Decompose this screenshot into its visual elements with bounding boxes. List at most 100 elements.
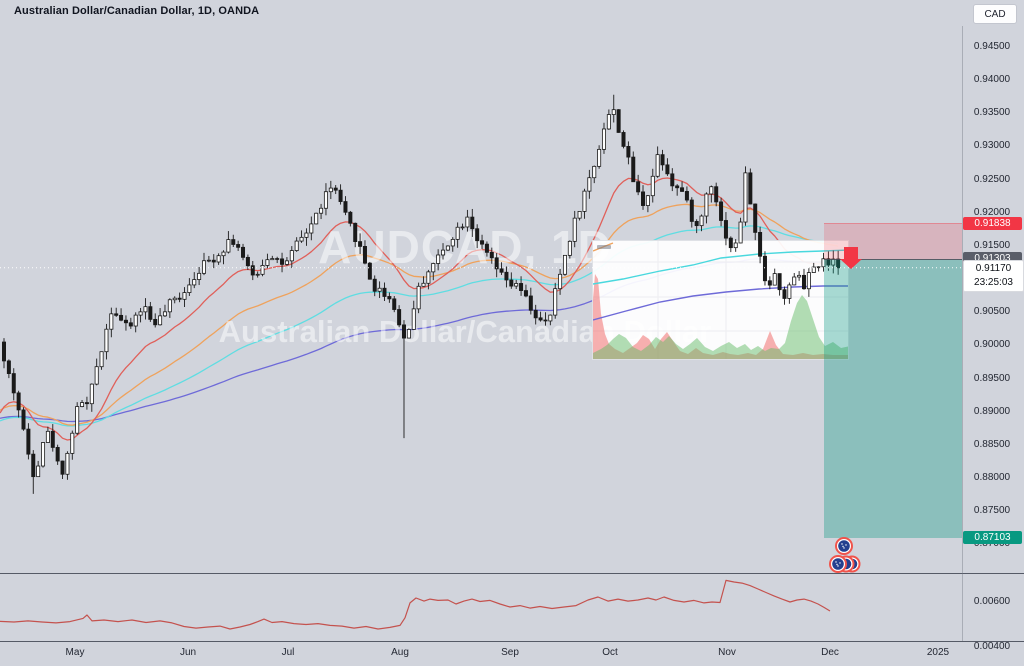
candle-down xyxy=(670,173,675,187)
candle-up xyxy=(436,254,441,264)
candle-up xyxy=(377,287,382,292)
candle-up xyxy=(260,265,265,275)
candle-up xyxy=(592,165,597,179)
price-axis-label: 0.94000 xyxy=(973,74,1011,86)
candle-down xyxy=(50,430,55,448)
candle-up xyxy=(265,259,270,266)
lower-axis-label: 0.00600 xyxy=(973,596,1011,607)
inset-image[interactable] xyxy=(592,240,849,360)
time-axis-label: Dec xyxy=(821,647,839,658)
candle-up xyxy=(182,292,187,300)
candle-down xyxy=(6,360,11,374)
short-position-reward-box[interactable] xyxy=(824,258,962,539)
candle-down xyxy=(719,201,724,221)
candle-down xyxy=(616,109,621,133)
candle-down xyxy=(148,306,153,320)
candle-down xyxy=(753,203,758,233)
candle-down xyxy=(543,319,548,322)
candle-down xyxy=(675,185,680,189)
candle-down xyxy=(665,164,670,175)
candle-down xyxy=(480,240,485,245)
candle-up xyxy=(426,271,431,284)
candle-up xyxy=(548,314,553,322)
price-axis-label: 0.92000 xyxy=(973,206,1011,218)
candle-up xyxy=(328,187,333,193)
candle-up xyxy=(699,215,704,227)
candle-up xyxy=(743,172,748,223)
flag-star xyxy=(842,545,844,548)
candle-down xyxy=(250,265,255,276)
candle-up xyxy=(421,282,426,287)
candle-up xyxy=(143,306,148,313)
candle-up xyxy=(816,266,821,269)
candle-up xyxy=(299,236,304,242)
price-axis-label: 0.88500 xyxy=(973,438,1011,450)
candle-down xyxy=(626,145,631,158)
time-axis-label: Jul xyxy=(281,647,295,658)
candle-down xyxy=(84,402,89,405)
candle-up xyxy=(323,191,328,209)
price-axis-label: 0.90500 xyxy=(973,306,1011,318)
price-axis-label: 0.87500 xyxy=(973,505,1011,517)
candle-up xyxy=(709,186,714,195)
inset-legend xyxy=(597,245,611,249)
candle-down xyxy=(21,409,26,430)
candle-down xyxy=(509,279,514,287)
candle-down xyxy=(631,156,636,183)
candle-up xyxy=(158,315,163,326)
candle-down xyxy=(538,317,543,321)
price-axis-label: 0.91500 xyxy=(973,239,1011,251)
candle-up xyxy=(162,311,167,317)
candle-down xyxy=(211,259,216,263)
candle-up xyxy=(192,279,197,286)
candle-up xyxy=(601,128,606,150)
price-axis-label: 0.88000 xyxy=(973,471,1011,483)
candle-up xyxy=(431,263,436,273)
candle-down xyxy=(494,257,499,270)
candle-down xyxy=(353,222,358,242)
candle-up xyxy=(553,288,558,316)
price-axis-label: 0.90000 xyxy=(973,339,1011,351)
time-axis-label: Jun xyxy=(179,647,197,658)
candle-up xyxy=(226,239,231,253)
candle-down xyxy=(714,186,719,203)
current-price-countdown-badge[interactable]: 0.91170 23:25:03 xyxy=(963,259,1024,292)
candle-down xyxy=(826,258,831,266)
flag-star xyxy=(845,544,847,546)
candle-up xyxy=(606,114,611,130)
flag-star xyxy=(836,563,838,566)
candle-down xyxy=(60,460,65,475)
short-entry-arrow-icon[interactable] xyxy=(840,246,862,269)
candle-up xyxy=(416,285,421,310)
candle-up xyxy=(167,299,172,313)
candle-down xyxy=(489,251,494,259)
candle-up xyxy=(80,402,85,407)
price-axis-label: 0.92500 xyxy=(973,173,1011,185)
candle-down xyxy=(762,255,767,282)
flag-star xyxy=(839,562,841,564)
candle-down xyxy=(241,246,246,258)
candle-up xyxy=(567,240,572,256)
candle-up xyxy=(221,251,226,257)
candle-down xyxy=(177,297,182,300)
candle-down xyxy=(333,187,338,191)
candle-up xyxy=(206,259,211,262)
pane-divider[interactable] xyxy=(0,573,1024,574)
flag-star xyxy=(837,565,839,567)
price-axis-label: 0.93000 xyxy=(973,140,1011,152)
candle-up xyxy=(201,260,206,274)
flag-star xyxy=(841,543,843,545)
candle-down xyxy=(55,447,60,462)
candle-down xyxy=(16,392,21,411)
candle-up xyxy=(611,109,616,115)
candle-down xyxy=(641,191,646,206)
symbol-title: Australian Dollar/Canadian Dollar, 1D, O… xyxy=(14,5,260,17)
candle-down xyxy=(499,268,504,273)
candle-up xyxy=(445,245,450,251)
candle-down xyxy=(26,428,31,455)
target-price-badge: 0.87103 xyxy=(963,530,1022,544)
candle-down xyxy=(245,256,250,267)
currency-button[interactable]: CAD xyxy=(973,4,1017,24)
